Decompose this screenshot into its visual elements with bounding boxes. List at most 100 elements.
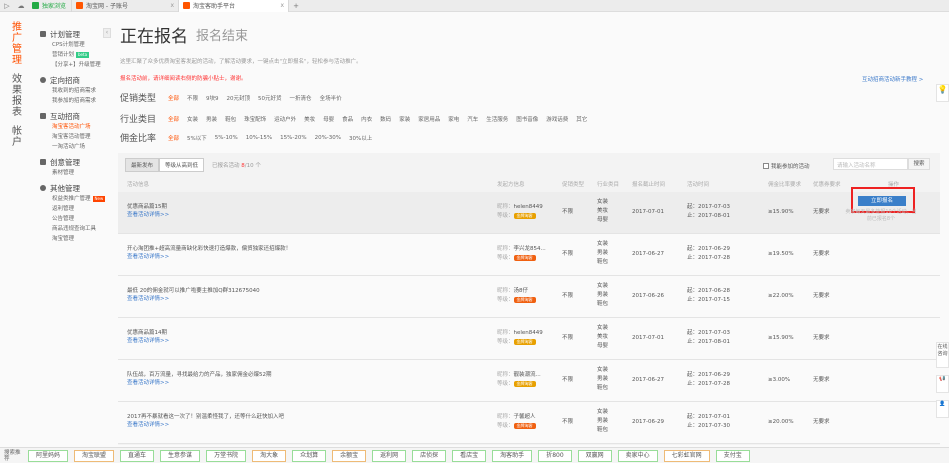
activity-detail-link[interactable]: 查看活动详情>> [127,212,170,218]
filter-option[interactable]: 运动户外 [274,116,297,123]
recommend-link[interactable]: 直通车 [120,449,155,462]
recommend-link[interactable]: 看店宝 [452,449,487,462]
nav-item[interactable]: 淘宝客活动管理 [52,134,91,140]
activity-detail-link[interactable]: 查看活动详情>> [127,380,170,386]
filter-option[interactable]: 50元好货 [258,95,282,102]
browser-tab[interactable]: 独家浏览 [28,0,72,12]
recommend-link[interactable]: 返利网 [372,449,407,462]
browser-tab-active[interactable]: 淘宝客助手平台 x [179,0,289,12]
recommend-link[interactable]: 店侦探 [412,449,447,462]
filter-option[interactable]: 家装 [399,116,411,123]
filter-option[interactable]: 全部 [168,116,180,123]
cloud-icon[interactable]: ☁ [17,1,25,10]
nav-item-active[interactable]: 淘宝客活动广场 [52,124,91,130]
recommend-link[interactable]: 万堂书院 [206,449,247,462]
recommend-link[interactable]: 双赢网 [577,449,612,462]
search-input[interactable]: 请输入活动名称 [833,158,908,170]
activity-detail-link[interactable]: 查看活动详情>> [127,296,170,302]
nav-reports[interactable]: 效果报表 [12,74,22,118]
nav-item[interactable]: 素材管理 [52,170,75,176]
browser-tab[interactable]: 淘宝网 - 子账号 x [72,0,179,12]
commission-rate: ≥19.50% [768,251,794,257]
recommend-link[interactable]: 卖家中心 [617,449,658,462]
activity-detail-link[interactable]: 查看活动详情>> [127,338,170,344]
filter-option[interactable]: 全部 [168,95,180,102]
nav-item[interactable]: 淘宝管理 [52,236,75,242]
filter-option[interactable]: 15%-20% [280,134,307,141]
recommend-link[interactable]: 淘客助手 [492,449,533,462]
nav-item[interactable]: 商品违规查询工具 [52,226,97,232]
filter-option[interactable]: 其它 [576,116,588,123]
filter-option[interactable]: 一折清仓 [289,95,312,102]
nav-item[interactable]: 【分享+】升级管理 [52,62,101,68]
filter-option[interactable]: 食品 [342,116,354,123]
nav-item[interactable]: 我参加的招商需求 [52,98,97,104]
filter-option[interactable]: 全场半价 [319,95,342,102]
recommend-link[interactable]: 淘大象 [252,449,287,462]
filter-option[interactable]: 母婴 [323,116,335,123]
tutorial-link[interactable]: 互动招商活动新手教程 > [862,77,924,83]
filter-option[interactable]: 女装 [187,116,199,123]
search-button[interactable]: 搜索 [908,158,930,170]
nav-item[interactable]: 公告管理 [52,216,75,222]
back-icon[interactable]: ▷ [4,1,10,10]
filter-option[interactable]: 鞋包 [225,116,237,123]
filter-option[interactable]: 图书音像 [516,116,539,123]
user-button[interactable]: 👤 [936,400,949,418]
tips-button[interactable]: 💡 [936,84,949,102]
coupon-requirement: 无要求 [813,209,830,215]
recommend-link[interactable]: 余额宝 [332,449,367,462]
filter-option[interactable]: 珠宝配饰 [244,116,267,123]
filter-option[interactable]: 10%-15% [245,134,273,141]
tab-signup-ended[interactable]: 报名结束 [196,29,249,44]
filter-option[interactable]: 20元封顶 [226,95,251,102]
recommend-link[interactable]: 众划算 [292,449,327,462]
filter-option[interactable]: 家居用品 [418,116,441,123]
activity-detail-link[interactable]: 查看活动详情>> [127,254,170,260]
filter-option[interactable]: 30%以上 [349,135,373,142]
only-joinable-checkbox[interactable]: 我能参加的活动 [763,162,810,170]
filter-option[interactable]: 不限 [187,95,199,102]
nav-account[interactable]: 帐户 [12,126,22,148]
sort-level-button[interactable]: 等级从高到低 [159,158,205,172]
nav-item[interactable]: 返利管理 [52,206,75,212]
filter-option[interactable]: 美妆 [304,116,316,123]
filter-option[interactable]: 5%-10% [214,134,238,141]
recommend-link[interactable]: 阿里妈妈 [28,449,69,462]
nav-group: 互动招商 [40,110,110,122]
close-tab-icon[interactable]: x [170,2,174,9]
close-tab-icon[interactable]: x [280,2,284,9]
nav-item[interactable]: CPS计划管理 [52,42,85,48]
activity-detail-link[interactable]: 查看活动详情>> [127,422,170,428]
recommend-link[interactable]: 七彩虹官网 [663,449,710,462]
apply-now-button[interactable]: 立即报名 [858,196,906,206]
filter-option[interactable]: 内衣 [361,116,373,123]
recommend-link[interactable]: 淘宝联盟 [74,449,115,462]
filter-option[interactable]: 家电 [448,116,460,123]
recommend-link[interactable]: 生意参谋 [160,449,201,462]
filter-option[interactable]: 9块9 [206,95,219,102]
sort-latest-button[interactable]: 最新发布 [125,158,160,172]
filter-option[interactable]: 全部 [168,135,180,142]
nav-item[interactable]: 我收到的招商需求 [52,88,97,94]
filter-option[interactable]: 20%-30% [314,134,342,141]
nav-promotion[interactable]: 推广管理 [12,22,22,66]
nav-item[interactable]: 营销计划 beta [52,52,90,58]
nav-item[interactable]: 权益类推广管理 New [52,196,106,202]
filter-option[interactable]: 汽车 [467,116,479,123]
recommend-link[interactable]: 折800 [538,449,572,462]
filter-option[interactable]: 游戏话费 [546,116,569,123]
consult-button[interactable]: 在线咨询 [936,342,949,368]
filter-option[interactable]: 男装 [206,116,218,123]
start-date: 2017-06-29 [698,246,730,252]
filter-option[interactable]: 生活服务 [486,116,509,123]
nav-item[interactable]: 一淘活动广场 [52,144,86,150]
collapse-sidebar-button[interactable]: ‹ [103,28,111,38]
new-tab-button[interactable]: + [293,1,299,10]
filter-option[interactable]: 数码 [380,116,392,123]
filter-option[interactable]: 5%以下 [187,135,207,142]
announce-button[interactable]: 📢 [936,375,949,393]
tab-signing-up[interactable]: 正在报名 [120,27,188,47]
checkbox-icon[interactable] [763,163,769,169]
recommend-link[interactable]: 支付宝 [715,449,750,462]
